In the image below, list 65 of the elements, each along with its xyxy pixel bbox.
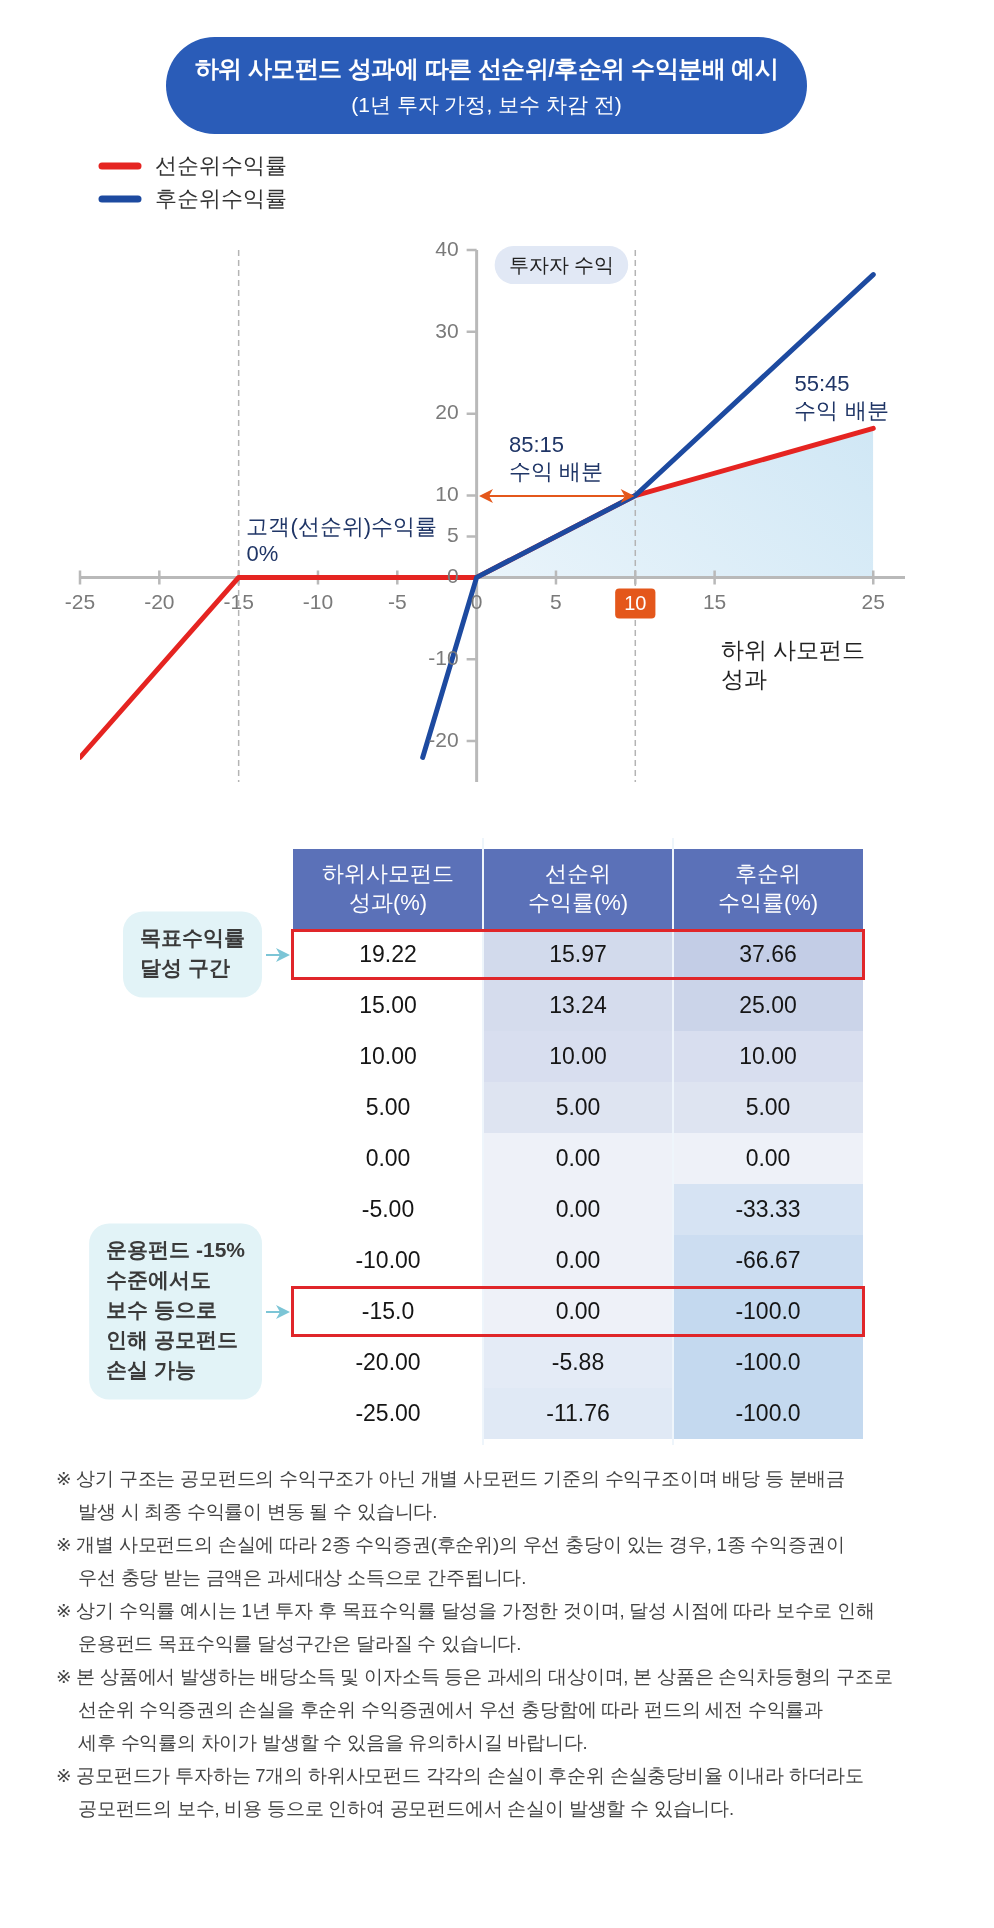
x-axis-title: 하위 사모펀드 성과 xyxy=(720,637,865,693)
chart-subtitle: (1년 투자 가정, 보수 차감 전) xyxy=(350,92,623,118)
y-tick-label: 10.00 xyxy=(359,1042,417,1069)
data-label: 0.00 xyxy=(555,1144,601,1171)
data-label: 15.97 xyxy=(549,940,607,967)
y-tick-label: 20 xyxy=(435,400,459,424)
text: ※ 본 상품에서 발생하는 배당소득 및 이자소득 등은 과세의 대상이며, 본 상품은 손익차등형의 구조로 선순위 수익증권의 손실을 후순위 수익증권에서 우선 충당함에 따라 펀드의 세전 수익률과 세후 수익률의 차이가 발생할 수 있음을 유의하시길 바랍니다. xyxy=(56,1665,894,1755)
data-label: 5.00 xyxy=(745,1093,791,1120)
text: ※ 상기 수익률 예시는 1년 투자 후 목표수익률 달성을 가정한 것이며, 달성 시점에 따라 보수로 인해 운용펀드 목표수익률 달성구간은 달라질 수 있습니다. xyxy=(56,1599,876,1656)
annotation: 55:45 수익 배분 xyxy=(794,370,889,423)
y-tick-label: -20.00 xyxy=(355,1348,421,1375)
data-label: 0.00 xyxy=(555,1246,601,1273)
data-label: -33.33 xyxy=(735,1195,801,1222)
data-label: -100.0 xyxy=(735,1297,801,1324)
data-label: 25.00 xyxy=(739,991,797,1018)
data-label: -66.67 xyxy=(735,1246,801,1273)
x-tick-label: 25 xyxy=(861,590,885,614)
y-tick-label: 10 xyxy=(435,482,459,506)
y-tick-label: -25.00 xyxy=(355,1399,421,1426)
y-tick-label: 5.00 xyxy=(365,1093,411,1120)
x-tick-label: -25 xyxy=(64,590,96,614)
y-tick-label: 15.00 xyxy=(359,991,417,1018)
data-label: -5.88 xyxy=(551,1348,605,1375)
annotation: 85:15 수익 배분 xyxy=(508,432,604,485)
x-tick-label: 15 xyxy=(702,590,727,614)
chart-title: 하위 사모펀드 성과에 따른 선순위/후순위 수익분배 예시 xyxy=(193,54,780,84)
x-tick-label: 0 xyxy=(470,590,483,614)
x-tick-label: 5 xyxy=(550,590,562,614)
legend-label: 선순위수익률 xyxy=(155,153,287,179)
x-tick-label: -10 xyxy=(302,590,334,614)
data-label: 0.00 xyxy=(555,1297,601,1324)
y-tick-label: -20 xyxy=(428,727,459,751)
x-tick-label: -20 xyxy=(144,590,175,614)
x-tick-label: 선순위 수익률(%) xyxy=(527,860,629,915)
data-label: 13.24 xyxy=(549,991,607,1018)
y-axis-title: 투자자 수익 xyxy=(508,253,615,276)
text: 운용펀드 -15% 수준에서도 보수 등으로 인해 공모펀드 손실 가능 xyxy=(106,1238,246,1382)
legend-label: 후순위수익률 xyxy=(155,186,287,212)
text: ※ 상기 구조는 공모펀드의 수익구조가 아닌 개별 사모펀드 기준의 수익구조이며 배당 등 분배금 발생 시 최종 수익률이 변동 될 수 있습니다. xyxy=(56,1467,846,1524)
data-label: 5.00 xyxy=(555,1093,601,1120)
y-tick-label: 19.22 xyxy=(359,940,417,967)
text: ※ 공모펀드가 투자하는 7개의 하위사모펀드 각각의 손실이 후순위 손실충당비율 이내라 하더라도 공모펀드의 보수, 비용 등으로 인하여 공모펀드에서 손실이 발생할 수 있습니다. xyxy=(56,1764,865,1821)
data-label: -11.76 xyxy=(546,1399,610,1426)
y-tick-label: -10.00 xyxy=(355,1246,421,1273)
data-label: 0.00 xyxy=(745,1144,791,1171)
y-tick-label: 0.00 xyxy=(365,1144,411,1171)
y-axis-title: 하위사모펀드 성과(%) xyxy=(322,860,454,915)
y-tick-label: -5.00 xyxy=(361,1195,415,1222)
x-tick-label: 후순위 수익률(%) xyxy=(717,860,819,915)
x-tick-label: -5 xyxy=(387,590,407,614)
data-label: -100.0 xyxy=(735,1348,801,1375)
data-label: -100.0 xyxy=(735,1399,801,1426)
text: 목표수익률 달성 구간 xyxy=(140,926,245,980)
y-tick-label: 5 xyxy=(446,523,459,547)
data-label: 0.00 xyxy=(555,1195,601,1222)
annotation: 고객(선순위)수익률 0% xyxy=(246,513,438,566)
data-label: 10.00 xyxy=(739,1042,797,1069)
data-label: 10.00 xyxy=(549,1042,607,1069)
ref-line-label: 10 xyxy=(624,591,647,614)
x-tick-label: -15 xyxy=(223,590,254,614)
text: ※ 개별 사모펀드의 손실에 따라 2종 수익증권(후순위)의 우선 충당이 있는 경우, 1종 수익증권이 우선 충당 받는 금액은 과세대상 소득으로 간주됩니다. xyxy=(56,1533,846,1590)
y-tick-label: 30 xyxy=(435,318,459,342)
y-tick-label: -15.0 xyxy=(361,1297,415,1324)
data-label: 37.66 xyxy=(739,940,797,967)
y-tick-label: 40 xyxy=(435,236,459,260)
